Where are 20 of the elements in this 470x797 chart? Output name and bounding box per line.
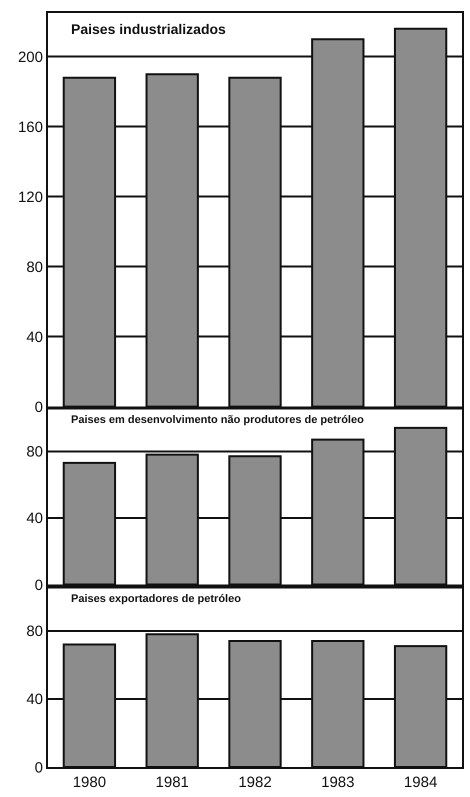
- y-tick-label: 40: [26, 328, 43, 346]
- x-tick-label: 1980: [72, 774, 106, 791]
- y-tick-label: 0: [34, 759, 43, 776]
- y-tick-label: 160: [18, 118, 43, 136]
- y-tick-label: 120: [18, 188, 43, 206]
- y-tick-label: 80: [26, 444, 43, 461]
- y-tick-label: 40: [26, 510, 43, 528]
- y-tick-label: 200: [18, 48, 43, 66]
- chart-title: Paises em desenvolvimento não produtores de petróleo: [71, 414, 364, 426]
- y-tick-label: 80: [26, 258, 43, 276]
- text: Paises industrializados: [71, 21, 226, 37]
- x-tick-label: 1981: [156, 774, 189, 791]
- y-tick-label: 40: [26, 691, 43, 708]
- text: Paises exportadores de petróleo: [71, 593, 242, 605]
- x-tick-label: 1982: [238, 774, 272, 791]
- y-tick-label: 0: [34, 398, 43, 416]
- y-tick-label: 0: [34, 576, 43, 594]
- x-tick-label: 1984: [404, 774, 438, 791]
- y-tick-label: 80: [26, 623, 43, 640]
- x-tick-label: 1983: [321, 774, 354, 791]
